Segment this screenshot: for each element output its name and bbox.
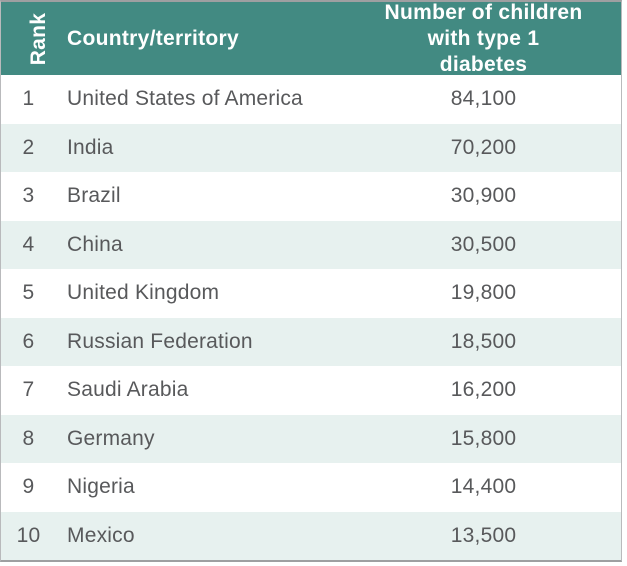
value-cell: 13,500 [450,523,517,547]
header-rank: Rank [1,2,56,75]
value-cell: 16,200 [450,378,517,402]
country-cell: Brazil [67,184,121,208]
table-row: 5 United Kingdom 19,800 [1,269,621,318]
table-row: 9 Nigeria 14,400 [1,463,621,512]
country-cell: India [67,135,114,159]
value-cell: 70,200 [450,135,517,159]
country-cell: United States of America [67,87,303,111]
value-cell: 18,500 [450,329,517,353]
rank-cell: 8 [22,426,35,450]
rank-cell: 4 [22,232,35,256]
rank-cell: 6 [22,329,35,353]
country-cell: Mexico [67,523,135,547]
header-rank-label: Rank [26,12,50,65]
country-cell: United Kingdom [67,281,220,305]
country-cell: Germany [67,426,155,450]
rank-cell: 2 [22,135,35,159]
header-number: Number of children with type 1 diabetes [381,0,621,76]
value-cell: 14,400 [450,475,517,499]
header-country-label: Country/territory [67,26,239,50]
rank-cell: 5 [22,281,35,305]
table-row: 3 Brazil 30,900 [1,172,621,221]
value-cell: 30,500 [450,232,517,256]
rank-cell: 7 [22,378,35,402]
rank-cell: 1 [22,87,35,111]
country-cell: Russian Federation [67,329,253,353]
table-row: 8 Germany 15,800 [1,414,621,463]
country-cell: Nigeria [67,475,135,499]
rank-cell: 9 [22,475,35,499]
table-row: 6 Russian Federation 18,500 [1,317,621,366]
header-number-line2: with type 1 diabetes [427,26,540,76]
header-country: Country/territory [56,2,381,75]
country-cell: Saudi Arabia [67,378,189,402]
country-cell: China [67,232,123,256]
table-row: 2 India 70,200 [1,123,621,172]
table-row: 1 United States of America 84,100 [1,75,621,124]
header-number-line1: Number of children [384,0,583,24]
table-row: 10 Mexico 13,500 [1,511,621,560]
table-row: 4 China 30,500 [1,220,621,269]
rank-cell: 3 [22,184,35,208]
value-cell: 19,800 [450,281,517,305]
value-cell: 30,900 [450,184,517,208]
rank-cell: 10 [16,523,41,547]
value-cell: 15,800 [450,426,517,450]
table-header-row: Rank Country/territory Number of childre… [1,0,621,76]
value-cell: 84,100 [450,87,517,111]
table-row: 7 Saudi Arabia 16,200 [1,366,621,415]
